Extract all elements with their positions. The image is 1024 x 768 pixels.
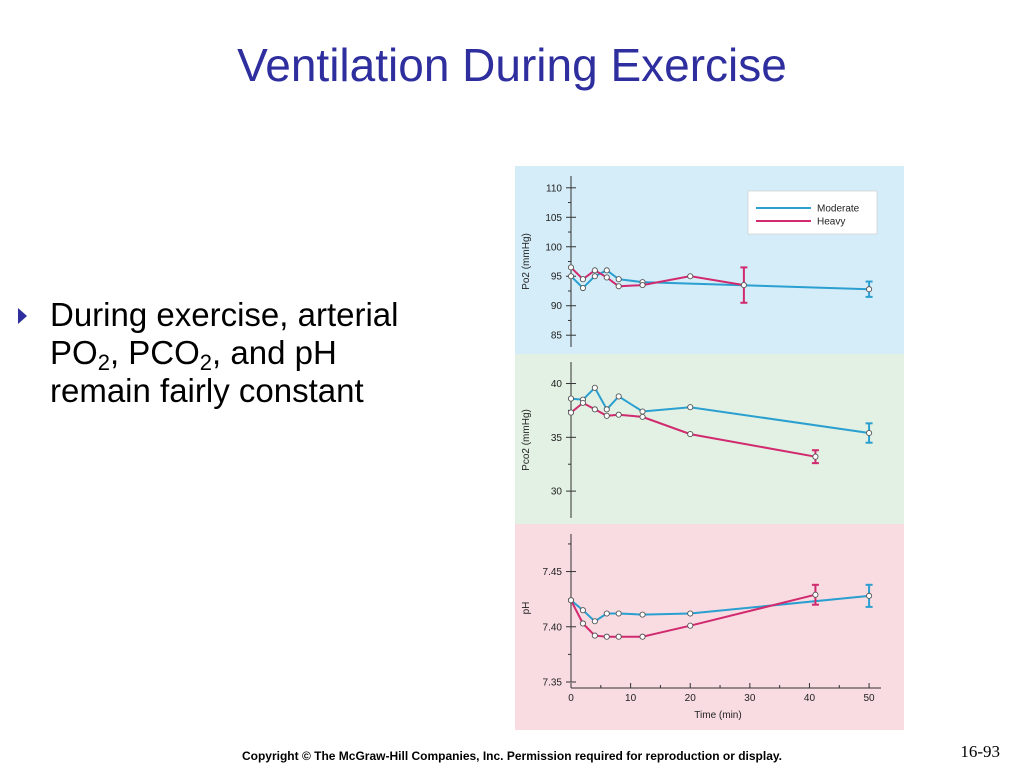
pco2-y-tick-label: 40 — [551, 379, 563, 390]
pco2-heavy-data-point — [687, 431, 694, 438]
po2-heavy-data-point — [579, 276, 586, 283]
po2-heavy-data-point — [603, 274, 610, 281]
bullet-text-part3: , and pH remain fairly constant — [50, 334, 364, 409]
pco2-moderate-data-point — [639, 408, 646, 415]
po2-y-tick-label: 100 — [545, 242, 562, 253]
ph-moderate-data-point — [866, 592, 873, 599]
x-tick-label: 10 — [625, 693, 637, 704]
ph-y-tick-label: 7.45 — [543, 567, 563, 578]
po2-moderate-data-point — [567, 273, 575, 280]
ph-heavy-data-point — [687, 622, 694, 629]
po2-heavy-data-point — [615, 283, 622, 290]
po2-y-tick-label: 105 — [545, 213, 562, 224]
pco2-heavy-data-point — [579, 399, 586, 406]
po2-heavy-data-point — [639, 282, 646, 289]
pco2-heavy-data-point — [603, 412, 610, 419]
ph-moderate-data-point — [639, 611, 646, 618]
pco2-moderate-data-point — [866, 429, 873, 437]
pco2-y-tick-label: 35 — [551, 433, 563, 444]
legend-box — [747, 190, 878, 235]
po2-y-tick-label: 90 — [551, 301, 563, 312]
po2-moderate-data-point — [603, 267, 610, 274]
ph-y-tick-label: 7.35 — [543, 678, 563, 689]
ph-y-tick-label: 7.40 — [543, 622, 563, 633]
pco2-moderate-data-point — [687, 404, 694, 411]
legend-label-heavy: Heavy — [817, 217, 845, 228]
pco2-heavy-data-point — [591, 406, 598, 413]
pco2-moderate-data-point — [603, 406, 610, 413]
po2-heavy-data-point — [687, 273, 694, 280]
pco2-panel-background — [515, 354, 904, 524]
po2-heavy-data-point — [591, 267, 598, 274]
po2-y-tick-label: 85 — [551, 331, 563, 342]
pco2-y-tick-label: 30 — [551, 487, 563, 498]
bullet-text-sub1: 2 — [97, 350, 110, 375]
pco2-y-axis-label: Pco2 (mmHg) — [521, 409, 532, 471]
po2-y-tick-label: 95 — [551, 272, 563, 283]
x-tick-label: 40 — [804, 693, 816, 704]
po2-y-axis-label: Po2 (mmHg) — [521, 233, 532, 290]
bullet-text-part2: , PCO — [109, 334, 200, 371]
x-tick-label: 50 — [864, 693, 876, 704]
pco2-heavy-data-point — [639, 413, 646, 420]
po2-moderate-data-point — [866, 286, 873, 293]
pco2-moderate-data-point — [567, 395, 575, 402]
ph-heavy-data-point — [567, 597, 575, 604]
po2-moderate-data-point — [591, 273, 598, 280]
po2-heavy-data-point — [567, 264, 575, 271]
po2-moderate-data-point — [615, 276, 622, 283]
po2-heavy-data-point — [740, 282, 747, 289]
pco2-moderate-data-point — [591, 384, 598, 391]
ph-heavy-data-point — [615, 633, 622, 640]
bullet-list: During exercise, arterial PO2, PCO2, and… — [18, 296, 438, 410]
copyright-notice: Copyright © The McGraw-Hill Companies, I… — [241, 749, 783, 763]
x-tick-label: 0 — [568, 693, 574, 704]
bullet-arrow-icon — [18, 308, 27, 324]
x-axis-label: Time (min) — [694, 710, 741, 721]
ph-moderate-data-point — [615, 610, 622, 617]
legend-label-moderate: Moderate — [817, 204, 860, 215]
ph-moderate-data-point — [579, 607, 586, 614]
ph-y-axis-label: pH — [521, 602, 532, 615]
po2-y-tick-label: 110 — [546, 183, 562, 194]
pco2-heavy-data-point — [615, 411, 622, 418]
bullet-text: During exercise, arterial PO2, PCO2, and… — [50, 296, 438, 410]
x-tick-label: 30 — [744, 693, 756, 704]
ph-heavy-data-point — [603, 633, 610, 640]
bullet-text-part1: During exercise, arterial PO — [50, 296, 399, 371]
x-tick-label: 20 — [685, 693, 697, 704]
ph-heavy-data-point — [591, 632, 598, 639]
ph-moderate-data-point — [687, 610, 694, 617]
ph-panel-background — [515, 524, 904, 730]
ph-heavy-data-point — [639, 633, 646, 640]
slide-number: 16-93 — [960, 742, 1000, 761]
pco2-moderate-data-point — [615, 393, 622, 400]
ph-moderate-data-point — [591, 618, 598, 625]
slide-title: Ventilation During Exercise — [237, 39, 787, 91]
bullet-text-sub2: 2 — [199, 350, 213, 375]
pco2-heavy-data-point — [567, 409, 575, 416]
ph-heavy-data-point — [812, 591, 819, 598]
po2-moderate-data-point — [579, 284, 586, 292]
ph-moderate-data-point — [603, 610, 610, 617]
pco2-heavy-data-point — [812, 453, 819, 460]
ph-heavy-data-point — [579, 620, 586, 627]
